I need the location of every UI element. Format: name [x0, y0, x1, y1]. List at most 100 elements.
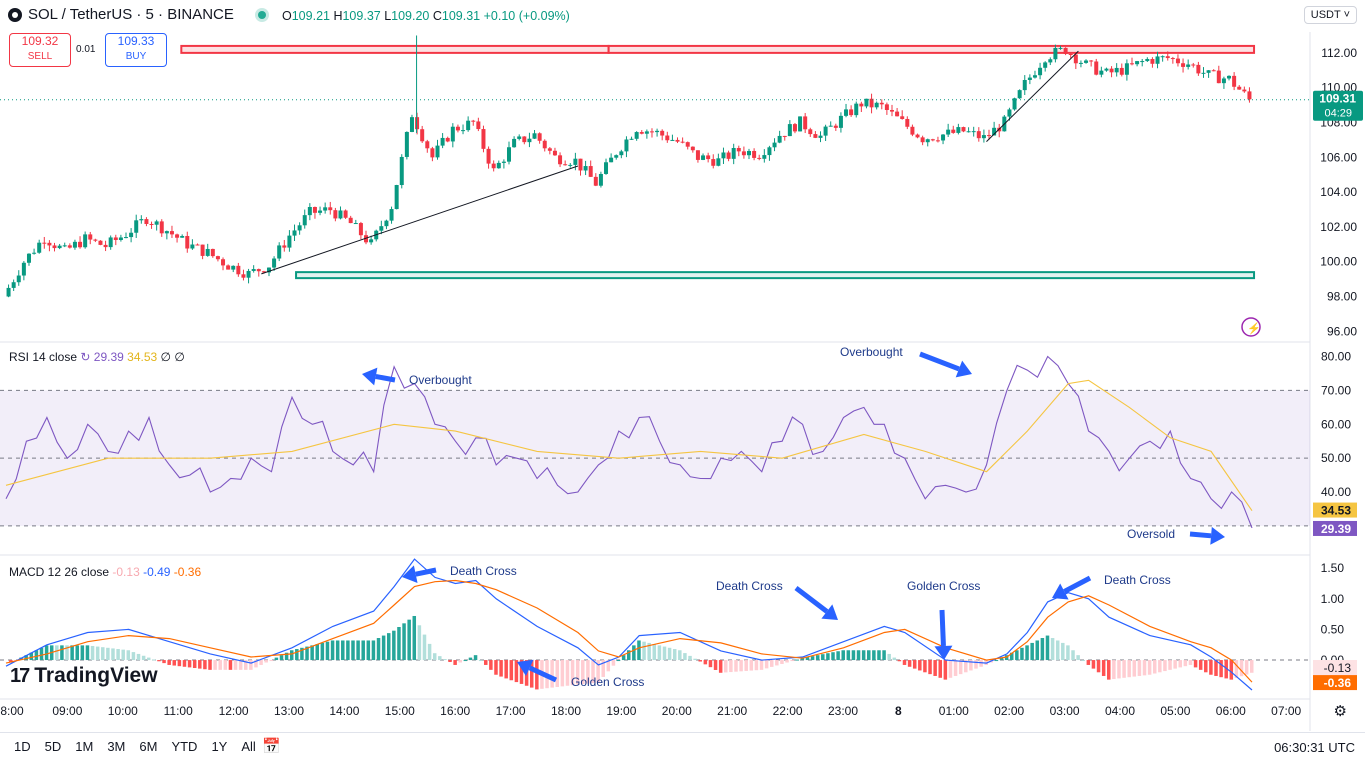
candle-body — [762, 155, 767, 159]
macd-hist-bar — [550, 660, 554, 688]
macd-hist-bar — [810, 656, 815, 661]
macd-hist-bar — [70, 645, 74, 661]
macd-hist-bar — [279, 655, 284, 661]
macd-hist-bar — [55, 645, 59, 661]
macd-hist-bar — [856, 650, 861, 661]
macd-hist-bar — [601, 660, 605, 677]
range-all[interactable]: All — [241, 739, 256, 754]
candle-body — [246, 270, 251, 278]
tradingview-logo: 17 TradingView — [10, 664, 158, 688]
macd-hist-bar — [928, 660, 932, 675]
macd-hist-bar — [861, 650, 866, 661]
candle-body — [1150, 58, 1155, 64]
candle-body — [884, 104, 889, 110]
range-3m[interactable]: 3M — [107, 739, 126, 754]
candle-body — [1165, 56, 1170, 59]
candle-body — [1196, 64, 1201, 74]
range-ytd[interactable]: YTD — [171, 739, 198, 754]
candle-body — [951, 129, 956, 133]
macd-hist-bar — [1219, 660, 1223, 678]
trendline-1 — [986, 50, 1079, 142]
symbol-info[interactable]: SOL / TetherUS · 5 · BINANCE — [8, 6, 266, 23]
range-5d[interactable]: 5D — [44, 739, 62, 754]
candle-body — [833, 125, 838, 128]
candle-body — [981, 135, 986, 139]
candle-body — [6, 287, 11, 297]
macd-hist-bar — [111, 648, 115, 661]
macd-hist-bar — [759, 660, 764, 670]
macd-hist-bar — [141, 655, 146, 661]
rsi-line — [5, 355, 1253, 529]
candle-body — [358, 223, 363, 236]
candle-body — [379, 226, 384, 231]
low-value: 109.20 — [391, 9, 430, 23]
utc-clock[interactable]: 06:30:31 UTC — [1274, 740, 1355, 755]
macd-hist-bar — [351, 640, 355, 661]
macd-hist-bar — [918, 660, 922, 671]
macd-hist-bar — [392, 630, 396, 661]
candle-body — [113, 237, 118, 240]
macd-hist-bar — [300, 647, 304, 661]
range-1y[interactable]: 1Y — [211, 739, 228, 754]
candle-body — [277, 245, 282, 259]
candle-body — [1094, 61, 1099, 75]
time-tick-label: 16:00 — [440, 704, 470, 718]
time-tick-label: 03:00 — [1050, 704, 1080, 718]
currency-select[interactable]: USDT ˅ — [1303, 6, 1357, 24]
candle-body — [72, 241, 77, 248]
macd-hist-bar — [121, 649, 125, 661]
calendar-icon[interactable]: 📅 — [262, 738, 281, 755]
candle-body — [1124, 63, 1129, 75]
time-tick-label: 01:00 — [939, 704, 969, 718]
candle-body — [1038, 67, 1043, 76]
macd-legend[interactable]: MACD 12 26 close -0.13 -0.49 -0.36 — [9, 565, 201, 579]
candle-body — [726, 152, 731, 159]
macd-hist-bar — [335, 640, 340, 661]
macd-hist-bar — [1158, 660, 1162, 673]
macd-hist-bar — [1224, 660, 1228, 679]
annotation-arrow-shaft — [375, 374, 396, 383]
gear-icon[interactable]: ⚙ — [1333, 703, 1347, 720]
buy-button[interactable]: 109.33 BUY — [105, 33, 167, 67]
candle-body — [1129, 63, 1134, 65]
macd-hist-bar — [657, 645, 662, 661]
candle-body — [532, 133, 537, 139]
range-1m[interactable]: 1M — [75, 739, 94, 754]
macd-hist-bar — [422, 634, 427, 661]
time-tick-label: 8:00 — [0, 704, 24, 718]
macd-hist-bar — [729, 660, 733, 673]
range-1d[interactable]: 1D — [14, 739, 31, 754]
candle-body — [134, 220, 139, 233]
range-6m[interactable]: 6M — [139, 739, 158, 754]
macd-signal-tag-value: -0.36 — [1324, 676, 1352, 690]
sell-button[interactable]: 109.32 SELL — [9, 33, 71, 67]
macd-line — [5, 558, 1253, 691]
annotation-arrow-head — [955, 360, 972, 378]
time-tick-label: 02:00 — [994, 704, 1024, 718]
macd-hist-bar — [259, 660, 263, 665]
time-tick-label: 21:00 — [717, 704, 747, 718]
candle-body — [1237, 86, 1242, 90]
candle-body — [338, 210, 343, 219]
candle-body — [476, 121, 481, 130]
macd-hist-bar — [958, 660, 963, 675]
time-tick-label: 14:00 — [329, 704, 359, 718]
top-bar: SOL / TetherUS · 5 · BINANCE O109.21 H10… — [0, 0, 1365, 32]
candle-body — [445, 137, 450, 142]
candle-body — [471, 120, 476, 122]
candle-body — [282, 245, 287, 248]
macd-hist-bar — [417, 625, 422, 661]
macd-hist-bar — [1096, 660, 1101, 673]
candle-body — [1058, 47, 1063, 49]
macd-hist-bar — [504, 660, 508, 679]
rsi-tick-label: 70.00 — [1321, 383, 1351, 397]
candle-body — [57, 245, 62, 249]
candle-body — [221, 259, 226, 266]
trendline-0 — [261, 165, 579, 275]
candle-body — [103, 244, 108, 248]
rsi-legend[interactable]: RSI 14 close ↻ 29.39 34.53 ∅ ∅ — [9, 350, 185, 364]
annotation-label: Overbought — [409, 373, 472, 387]
candle-body — [828, 125, 833, 127]
support-zone — [295, 271, 1256, 280]
